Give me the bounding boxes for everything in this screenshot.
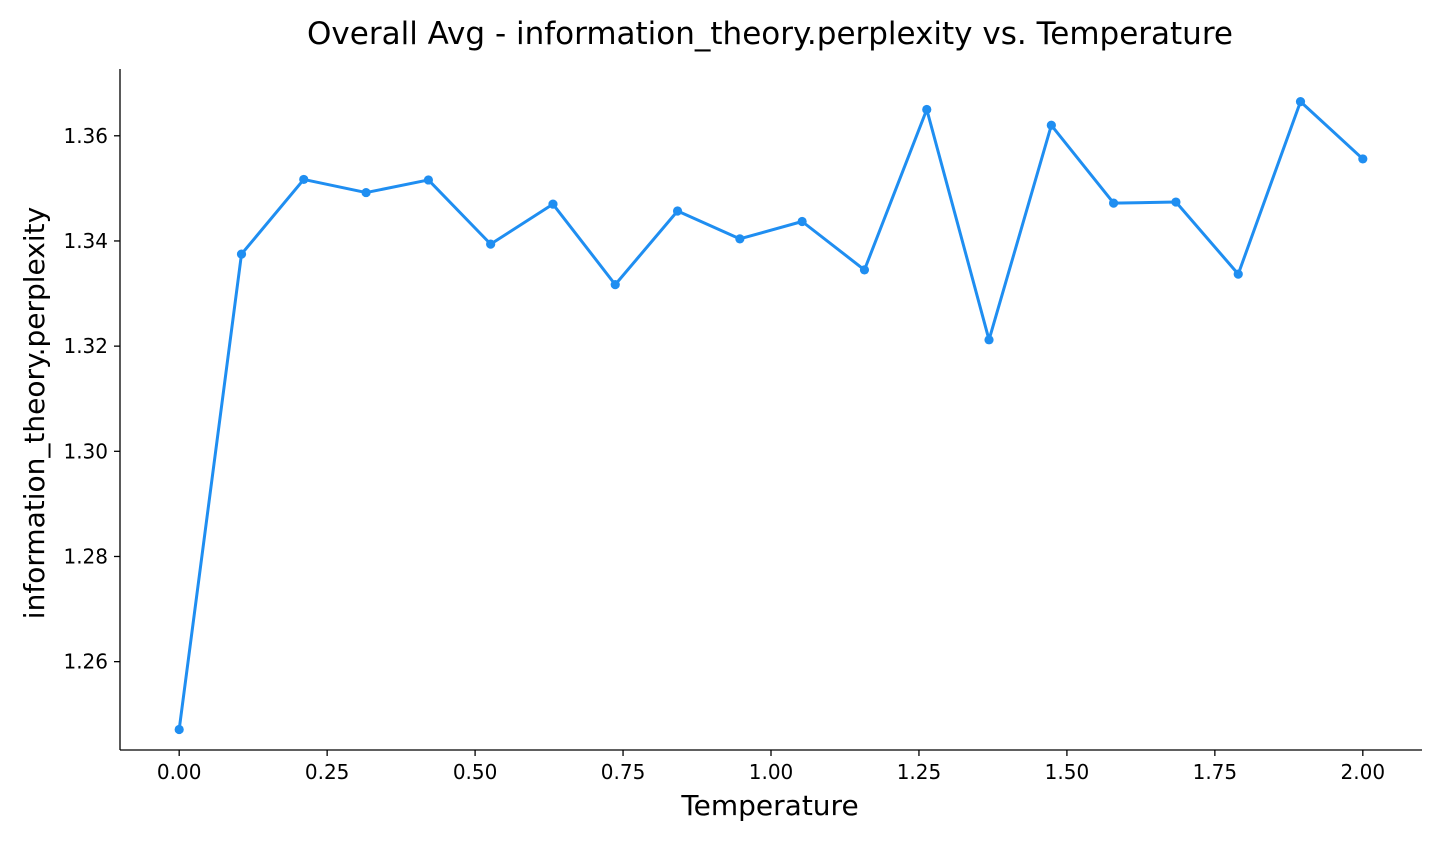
data-point	[922, 104, 932, 115]
x-tick-label: 0.75	[601, 760, 646, 784]
y-axis-label: information_theory.perplexity	[18, 207, 51, 619]
x-tick-label: 1.50	[1045, 760, 1090, 784]
series-line	[177, 100, 1365, 731]
x-tick-label: 0.00	[157, 760, 202, 784]
data-point	[984, 335, 994, 345]
y-tick-label: 1.30	[63, 439, 108, 463]
data-point	[299, 174, 309, 185]
data-point	[361, 187, 371, 198]
data-point	[1046, 120, 1056, 130]
x-tick-label: 2.00	[1341, 760, 1386, 784]
y-axis-ticks: 1.26 1.28 1.30 1.32 1.34 1.36	[63, 124, 120, 674]
data-point	[859, 265, 870, 275]
x-tick-label: 0.50	[453, 760, 498, 784]
x-tick-label: 1.75	[1193, 760, 1238, 784]
data-point	[423, 175, 433, 185]
data-point	[797, 216, 807, 227]
y-tick-label: 1.26	[63, 650, 108, 674]
data-point	[236, 249, 247, 259]
y-tick-label: 1.28	[63, 544, 108, 568]
chart-title: Overall Avg - information_theory.perplex…	[307, 16, 1233, 52]
data-point	[486, 239, 496, 249]
series-layer	[174, 97, 1368, 735]
data-point	[1109, 198, 1119, 208]
x-axis-ticks: 0.00 0.25 0.50 0.75 1.00 1.25 1.50 1.75 2.00	[157, 750, 1385, 784]
x-tick-label: 1.25	[897, 760, 942, 784]
data-point	[735, 234, 745, 244]
data-point	[672, 206, 683, 216]
data-point	[610, 280, 620, 290]
data-point	[1295, 97, 1306, 107]
data-point	[1171, 197, 1181, 207]
y-tick-label: 1.34	[63, 229, 108, 253]
x-tick-label: 0.25	[305, 760, 350, 784]
data-point	[1358, 154, 1368, 164]
x-tick-label: 1.00	[749, 760, 794, 784]
data-point	[1233, 269, 1243, 279]
y-tick-label: 1.36	[63, 124, 108, 148]
data-point	[548, 199, 558, 209]
data-point	[174, 724, 184, 735]
y-tick-label: 1.32	[63, 334, 108, 358]
x-axis-label: Temperature	[680, 789, 858, 822]
